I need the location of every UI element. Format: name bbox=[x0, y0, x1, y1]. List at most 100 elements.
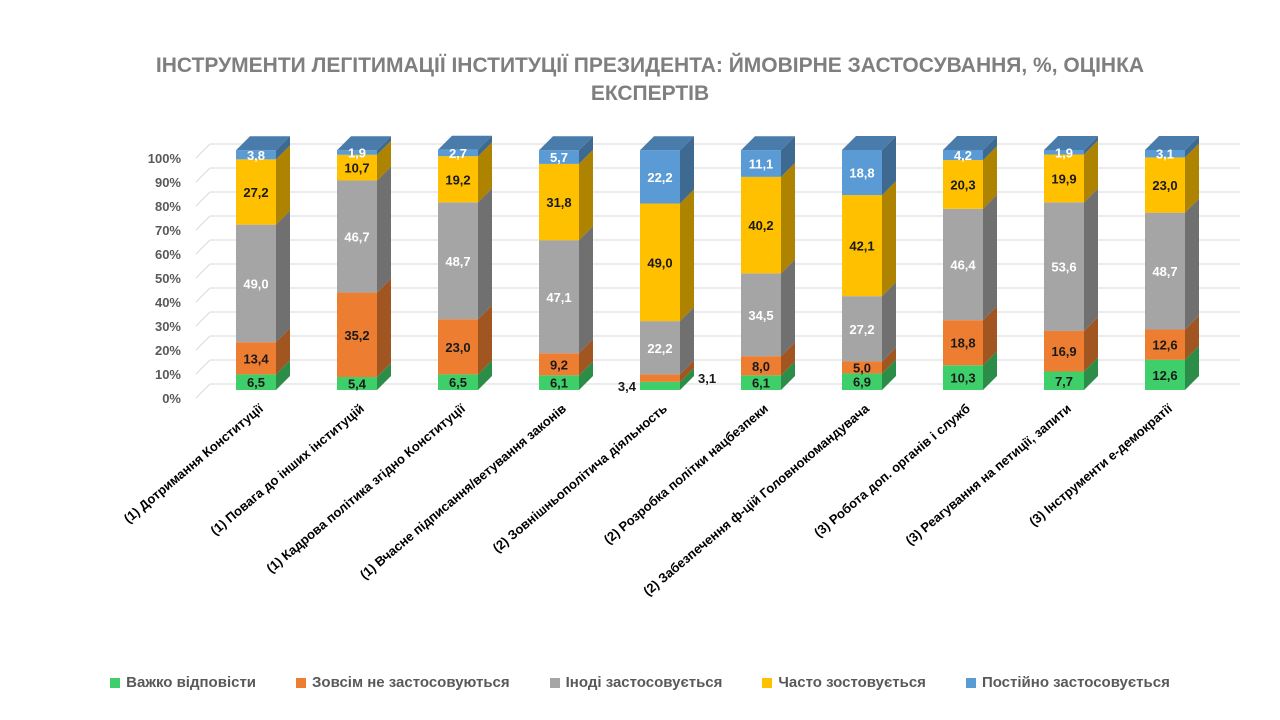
data-label: 10,3 bbox=[950, 371, 975, 386]
bar-segment bbox=[438, 149, 478, 157]
bar-side bbox=[478, 135, 492, 157]
data-label: 18,8 bbox=[849, 166, 874, 181]
bar-segment bbox=[943, 320, 983, 366]
bar-segment bbox=[1044, 371, 1084, 390]
bar-side bbox=[579, 361, 593, 390]
x-tick-label: (2) Забезпечення ф-цій Головнокомандувач… bbox=[640, 400, 872, 598]
bar-segment bbox=[842, 296, 882, 362]
data-label: 49,0 bbox=[243, 276, 268, 291]
gridline bbox=[195, 287, 1240, 303]
bar-segment bbox=[438, 374, 478, 390]
bar-segment bbox=[539, 240, 579, 354]
legend-item: Важко відповісти bbox=[110, 674, 256, 691]
x-tick-label: (2) Зовнішньополітича діяльность bbox=[490, 401, 670, 556]
bar-segment bbox=[236, 150, 276, 160]
bar-segment bbox=[741, 375, 781, 390]
bar-side bbox=[377, 140, 391, 181]
gridline bbox=[195, 239, 1240, 255]
bar-segment bbox=[1145, 359, 1185, 390]
bar-segment bbox=[337, 154, 377, 181]
bar-segment bbox=[236, 224, 276, 343]
data-label: 34,5 bbox=[748, 308, 773, 323]
legend-swatch bbox=[965, 677, 976, 688]
gridline bbox=[195, 167, 1240, 183]
data-label: 49,0 bbox=[647, 255, 672, 270]
data-label: 9,2 bbox=[550, 357, 568, 372]
data-label: 3,8 bbox=[247, 148, 265, 163]
bar-segment bbox=[943, 365, 983, 390]
bar-top bbox=[640, 136, 694, 151]
bar-side bbox=[680, 136, 694, 204]
data-label: 6,1 bbox=[550, 376, 568, 391]
data-label: 1,9 bbox=[1055, 145, 1073, 160]
data-label: 8,0 bbox=[752, 359, 770, 374]
bar-segment bbox=[438, 202, 478, 320]
bar-segment bbox=[337, 180, 377, 293]
legend-item: Зовсім не застосовуються bbox=[296, 674, 510, 691]
bar-segment bbox=[337, 377, 377, 390]
x-tick-label: (3) Реагування на петиції, запити bbox=[903, 401, 1074, 548]
data-label: 48,7 bbox=[1152, 264, 1177, 279]
data-label: 3,4 bbox=[618, 379, 637, 394]
legend-label: Іноді застосовується bbox=[565, 674, 723, 691]
gridline bbox=[195, 335, 1240, 351]
bar-segment bbox=[337, 150, 377, 155]
bar-segment bbox=[1145, 150, 1185, 158]
data-label: 18,8 bbox=[950, 336, 975, 351]
gridline bbox=[195, 383, 1240, 399]
bar-segment bbox=[640, 321, 680, 375]
bar-side bbox=[781, 342, 795, 376]
bar-segment bbox=[640, 150, 680, 204]
bar-side bbox=[781, 162, 795, 274]
legend-label: Зовсім не застосовуються bbox=[312, 674, 510, 691]
y-tick-label: 10% bbox=[155, 367, 181, 382]
legend-label: Часто зостовується bbox=[778, 674, 926, 691]
data-label: 19,9 bbox=[1051, 171, 1076, 186]
bar-top bbox=[1044, 136, 1098, 150]
data-label: 48,7 bbox=[445, 254, 470, 269]
bar-segment bbox=[236, 159, 276, 225]
bar-side bbox=[478, 360, 492, 390]
y-tick-label: 90% bbox=[155, 175, 181, 190]
bar-side bbox=[882, 181, 896, 297]
bar-side bbox=[781, 361, 795, 390]
bar-side bbox=[377, 363, 391, 390]
data-label: 22,2 bbox=[647, 341, 672, 356]
data-label: 23,0 bbox=[445, 340, 470, 355]
bar-top bbox=[337, 136, 391, 151]
bar-segment bbox=[337, 292, 377, 378]
bar-side bbox=[680, 189, 694, 322]
legend-swatch bbox=[762, 677, 773, 688]
y-tick-label: 0% bbox=[162, 391, 181, 406]
gridline bbox=[195, 311, 1240, 327]
legend-item: Іноді застосовується bbox=[549, 674, 723, 691]
data-label: 27,2 bbox=[243, 185, 268, 200]
data-label: 46,7 bbox=[344, 230, 369, 245]
bar-top bbox=[438, 135, 492, 150]
bar-side bbox=[882, 136, 896, 196]
bar-side bbox=[579, 339, 593, 376]
bar-segment bbox=[640, 381, 680, 390]
gridline bbox=[195, 263, 1240, 279]
x-tick-label: (1) Вчасне підписання/ветування законів bbox=[357, 401, 569, 582]
bar-side bbox=[377, 136, 391, 155]
bar-segment bbox=[842, 195, 882, 297]
y-tick-label: 50% bbox=[155, 271, 181, 286]
y-tick-label: 70% bbox=[155, 223, 181, 238]
bar-side bbox=[680, 367, 694, 390]
legend: Важко відповісти Зовсім не застосовуються… bbox=[0, 674, 1280, 691]
data-label: 12,6 bbox=[1152, 368, 1177, 383]
bar-segment bbox=[741, 176, 781, 274]
legend-swatch bbox=[549, 677, 560, 688]
data-label: 5,4 bbox=[348, 377, 367, 392]
bar-top bbox=[741, 136, 795, 151]
bar-segment bbox=[741, 150, 781, 177]
bar-segment bbox=[1044, 150, 1084, 155]
data-label: 46,4 bbox=[950, 257, 976, 272]
bar-side bbox=[276, 210, 290, 343]
bar-segment bbox=[1145, 212, 1185, 330]
bar-segment bbox=[539, 375, 579, 390]
data-label: 47,1 bbox=[546, 290, 571, 305]
bar-side bbox=[983, 194, 997, 321]
x-tick-label: (1) Кадрова політика згідно Конституції bbox=[263, 401, 468, 576]
